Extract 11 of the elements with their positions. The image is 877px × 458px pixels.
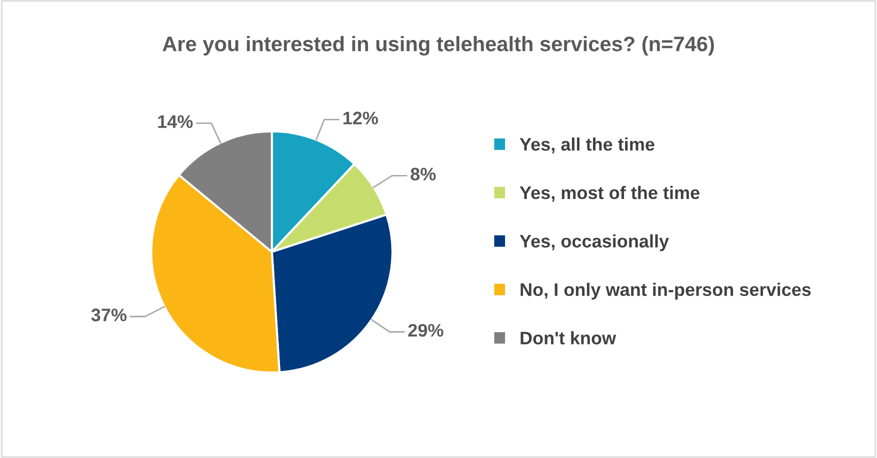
data-label: 14% [158,115,193,128]
data-label: 8% [410,168,436,180]
legend-label: Yes, occasionally [520,234,669,252]
legend-label: Yes, all the time [520,137,654,154]
chart-title: Are you interested in using telehealth services? (n=746) [162,36,714,56]
legend-label: Don't know [520,331,616,344]
legend-label: No, I only want in-person services [520,282,811,300]
data-label: 29% [408,324,444,337]
data-label: 37% [91,308,127,322]
legend-label: Yes, most of the time [520,186,700,202]
data-label: 12% [343,112,378,124]
